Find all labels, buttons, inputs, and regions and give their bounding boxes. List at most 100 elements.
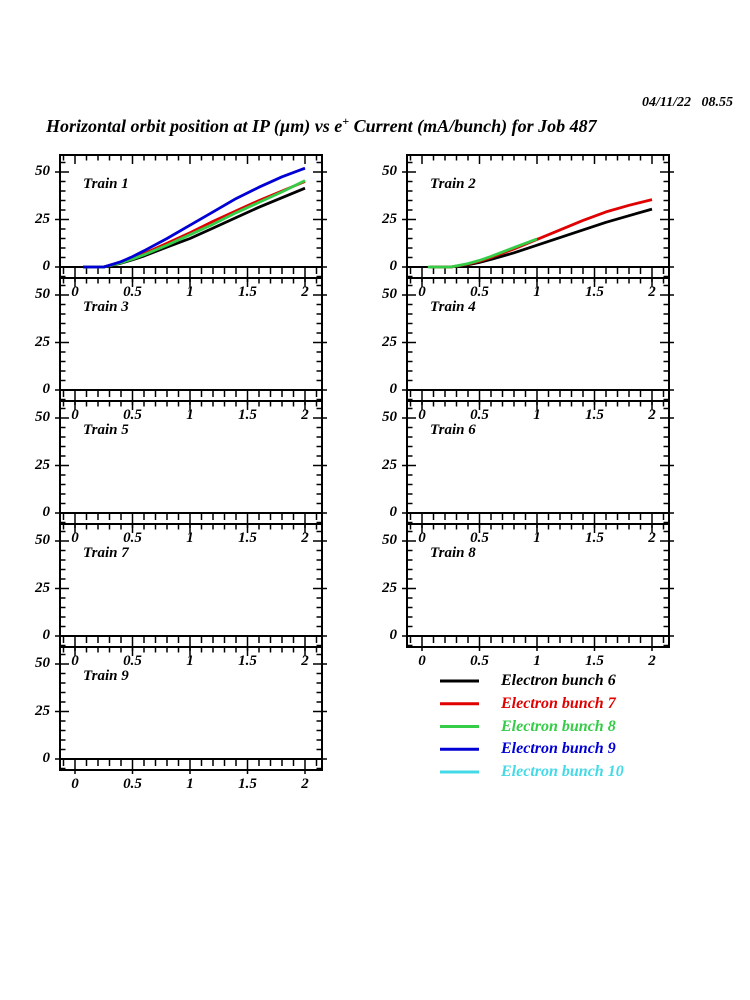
y-tick-label: 25 — [35, 333, 50, 350]
x-tick-label: 1 — [186, 653, 194, 669]
y-tick-label: 25 — [35, 456, 50, 473]
series-line-electron-bunch-8 — [427, 237, 538, 269]
x-tick-label: 2 — [301, 653, 309, 669]
panel-label-train-4: Train 4 — [430, 299, 476, 315]
x-tick-label: 0 — [418, 284, 426, 300]
x-tick-label: 0.5 — [123, 530, 142, 546]
panel-label-train-3: Train 3 — [83, 299, 129, 315]
x-tick-label: 0 — [418, 530, 426, 546]
plot-frame — [406, 523, 670, 648]
x-tick-label: 0.5 — [123, 284, 142, 300]
y-tick-label: 0 — [42, 381, 51, 397]
panel-label-train-5: Train 5 — [83, 422, 129, 438]
x-tick-label: 0.5 — [123, 653, 142, 669]
legend-label-electron-bunch-8: Electron bunch 8 — [501, 717, 616, 735]
panel-train-1 — [55, 154, 327, 282]
panel-label-train-2: Train 2 — [430, 176, 476, 192]
plot-frame — [59, 646, 323, 771]
y-tick-label: 50 — [35, 655, 50, 671]
y-tick-label: 50 — [382, 286, 397, 302]
y-tick-label: 50 — [35, 409, 50, 425]
x-tick-label: 2 — [301, 776, 309, 792]
y-tick-label: 0 — [42, 504, 51, 520]
panel-train-7 — [55, 523, 327, 651]
x-tick-label: 0 — [71, 407, 79, 423]
x-tick-label: 0.5 — [470, 284, 489, 300]
legend-label-electron-bunch-10: Electron bunch 10 — [501, 763, 624, 780]
x-tick-label: 2 — [648, 653, 656, 669]
x-tick-label: 1.5 — [238, 776, 257, 792]
x-tick-label: 0 — [71, 653, 79, 669]
y-tick-label: 0 — [389, 258, 398, 274]
x-tick-label: 1.5 — [585, 653, 604, 669]
y-tick-label: 25 — [35, 702, 50, 719]
y-tick-label: 0 — [42, 627, 51, 643]
x-tick-label: 0.5 — [470, 653, 489, 669]
x-tick-label: 1.5 — [238, 284, 257, 300]
y-tick-label: 25 — [382, 456, 397, 473]
x-tick-label: 1 — [533, 653, 541, 669]
series-line-electron-bunch-9 — [83, 166, 306, 269]
x-tick-label: 2 — [648, 284, 656, 300]
legend-label-electron-bunch-7: Electron bunch 7 — [501, 694, 616, 712]
y-tick-label: 0 — [42, 750, 51, 766]
x-tick-label: 1 — [533, 284, 541, 300]
axis-ticks — [55, 647, 327, 774]
x-tick-label: 1 — [186, 530, 194, 546]
y-tick-label: 0 — [389, 627, 398, 643]
x-tick-label: 2 — [301, 530, 309, 546]
axis-ticks — [55, 401, 327, 528]
y-tick-label: 50 — [35, 163, 50, 179]
x-tick-label: 1 — [186, 776, 194, 792]
chart-title: Horizontal orbit position at IP (µm) vs … — [46, 114, 597, 137]
y-tick-label: 50 — [382, 163, 397, 179]
y-tick-label: 50 — [382, 532, 397, 548]
panel-train-8 — [402, 523, 674, 651]
axis-ticks — [402, 524, 674, 651]
x-tick-label: 0 — [71, 776, 79, 792]
panel-label-train-1: Train 1 — [83, 176, 129, 192]
y-tick-label: 25 — [35, 210, 50, 227]
x-tick-label: 0 — [71, 530, 79, 546]
x-tick-label: 0.5 — [123, 776, 142, 792]
x-tick-label: 2 — [301, 407, 309, 423]
y-tick-label: 25 — [382, 333, 397, 350]
x-tick-label: 0 — [418, 407, 426, 423]
axis-ticks — [55, 524, 327, 651]
panel-label-train-8: Train 8 — [430, 545, 476, 561]
panel-train-9 — [55, 646, 327, 774]
x-tick-label: 2 — [648, 407, 656, 423]
y-tick-label: 0 — [42, 258, 51, 274]
x-tick-label: 1.5 — [238, 407, 257, 423]
x-tick-label: 0.5 — [123, 407, 142, 423]
panel-label-train-9: Train 9 — [83, 668, 129, 684]
panel-train-5 — [55, 400, 327, 528]
panel-train-3 — [55, 277, 327, 405]
x-tick-label: 1 — [186, 407, 194, 423]
x-tick-label: 1.5 — [238, 530, 257, 546]
title-text-2: Current (mA/bunch) for Job 487 — [349, 116, 597, 136]
x-tick-label: 0 — [71, 284, 79, 300]
y-tick-label: 50 — [382, 409, 397, 425]
x-tick-label: 1 — [186, 284, 194, 300]
x-tick-label: 0.5 — [470, 530, 489, 546]
x-tick-label: 0 — [418, 653, 426, 669]
axis-ticks — [402, 401, 674, 528]
axis-ticks — [402, 278, 674, 405]
x-tick-label: 2 — [301, 284, 309, 300]
timestamp: 04/11/22 08.55 — [641, 95, 733, 110]
x-tick-label: 2 — [648, 530, 656, 546]
y-tick-label: 50 — [35, 532, 50, 548]
y-tick-label: 0 — [389, 381, 398, 397]
x-tick-label: 0.5 — [470, 407, 489, 423]
x-tick-label: 1.5 — [585, 284, 604, 300]
y-tick-label: 25 — [382, 579, 397, 596]
x-tick-label: 1.5 — [238, 653, 257, 669]
legend-label-electron-bunch-6: Electron bunch 6 — [501, 672, 616, 689]
x-tick-label: 1 — [533, 407, 541, 423]
axis-ticks — [402, 155, 674, 282]
axis-ticks — [55, 155, 327, 282]
x-tick-label: 1.5 — [585, 407, 604, 423]
